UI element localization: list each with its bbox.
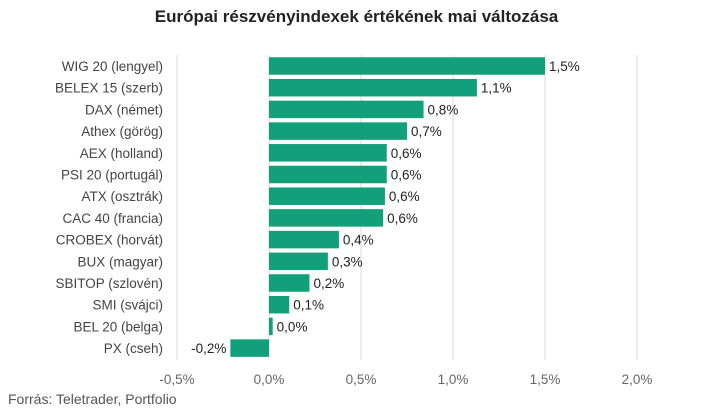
category-label: BUX (magyar) <box>77 254 163 269</box>
category-label: Athex (görög) <box>81 124 163 139</box>
x-tick-label: 2,0% <box>622 372 653 387</box>
data-label: 0,6% <box>391 168 422 183</box>
bar <box>269 209 384 227</box>
data-label: 0,6% <box>391 146 422 161</box>
data-label: 1,5% <box>549 59 580 74</box>
data-label: 0,8% <box>428 102 459 117</box>
bar <box>269 144 387 162</box>
bar <box>269 295 290 314</box>
data-label: 0,6% <box>387 211 418 226</box>
data-label: 0,4% <box>343 233 374 248</box>
data-label: 1,1% <box>481 81 512 96</box>
category-label: PSI 20 (portugál) <box>61 168 163 183</box>
bar <box>269 187 385 205</box>
data-label: 0,2% <box>313 276 344 291</box>
data-label: 0,3% <box>332 254 363 269</box>
bar <box>269 252 328 271</box>
data-label: 0,1% <box>293 298 324 313</box>
bar <box>269 274 310 292</box>
x-tick-label: 1,0% <box>438 372 469 387</box>
category-label: BELEX 15 (szerb) <box>55 81 163 96</box>
category-label: SMI (svájci) <box>93 298 164 313</box>
bar <box>230 339 269 357</box>
bar <box>269 230 339 249</box>
bar <box>269 317 273 336</box>
data-label: 0,0% <box>277 319 308 334</box>
bar <box>269 78 477 97</box>
category-label: ATX (osztrák) <box>81 189 163 204</box>
bar <box>269 165 387 184</box>
category-label: AEX (holland) <box>80 146 163 161</box>
x-tick-label: -0,5% <box>159 372 194 387</box>
data-label: 0,7% <box>411 124 442 139</box>
data-label: -0,2% <box>191 341 226 356</box>
category-label: BEL 20 (belga) <box>73 319 163 334</box>
x-tick-label: 1,5% <box>530 372 561 387</box>
x-tick-label: 0,5% <box>346 372 377 387</box>
category-label: PX (cseh) <box>104 341 163 356</box>
category-label: SBITOP (szlovén) <box>55 276 163 291</box>
bar <box>269 122 407 140</box>
source-note: Forrás: Teletrader, Portfolio <box>8 391 177 407</box>
x-tick-label: 0,0% <box>254 372 285 387</box>
category-label: CAC 40 (francia) <box>62 211 163 226</box>
category-label: CROBEX (horvát) <box>56 233 163 248</box>
category-label: DAX (német) <box>85 102 163 117</box>
data-label: 0,6% <box>389 189 420 204</box>
bar <box>269 57 545 75</box>
category-label: WIG 20 (lengyel) <box>62 59 163 74</box>
chart-title: Európai részvényindexek értékének mai vá… <box>154 7 559 26</box>
bar <box>269 100 424 119</box>
